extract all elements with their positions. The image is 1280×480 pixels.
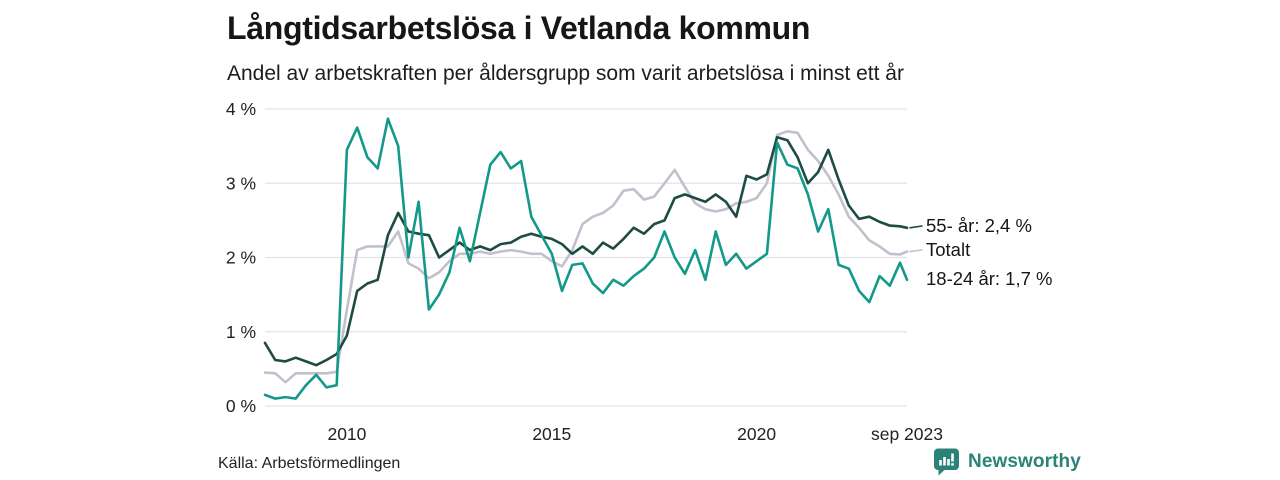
legend-leader-line xyxy=(909,249,923,253)
y-tick-label: 3 % xyxy=(226,173,256,193)
series-line-Totalt xyxy=(263,130,909,384)
x-tick-label: sep 2023 xyxy=(871,424,943,444)
series-line-55-år xyxy=(263,135,909,367)
y-tick-label: 4 % xyxy=(226,99,256,119)
y-tick-label: 0 % xyxy=(226,396,256,416)
series-label-55-ar: 55- år: 2,4 % xyxy=(926,215,1032,236)
series-label-18-24-ar: 18-24 år: 1,7 % xyxy=(926,268,1053,289)
newsworthy-brand: Newsworthy xyxy=(933,447,1081,476)
chart-subtitle: Andel av arbetskraften per åldersgrupp s… xyxy=(227,62,904,85)
newsworthy-brand-name: Newsworthy xyxy=(968,450,1081,472)
chart-title: Långtidsarbetslösa i Vetlanda kommun xyxy=(227,10,811,46)
x-tick-label: 2010 xyxy=(327,424,366,444)
series-label-totalt: Totalt xyxy=(926,239,971,260)
x-tick-label: 2020 xyxy=(737,424,776,444)
legend-leader-line xyxy=(909,225,923,229)
newsworthy-logo-icon xyxy=(934,448,959,476)
y-tick-label: 2 % xyxy=(226,248,256,268)
y-tick-label: 1 % xyxy=(226,322,256,342)
source-note: Källa: Arbetsförmedlingen xyxy=(218,455,401,472)
x-tick-label: 2015 xyxy=(532,424,571,444)
series-line-18-24år xyxy=(263,117,909,400)
